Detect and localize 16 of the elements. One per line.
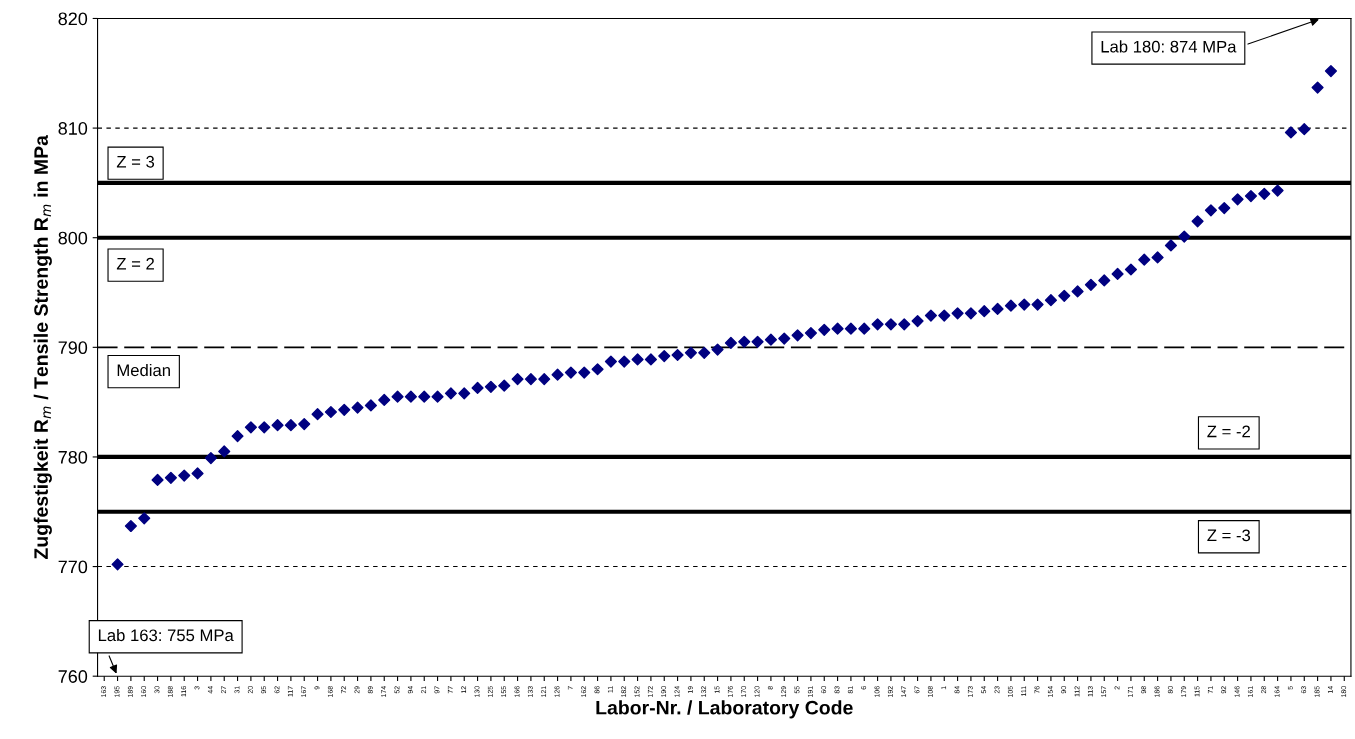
y-tick-label: 770 — [58, 560, 88, 574]
annotation: Median — [117, 363, 170, 377]
x-axis-title: Labor-Nr. / Laboratory Code — [596, 700, 853, 719]
y-tick-label: 780 — [58, 450, 88, 464]
annotation: Lab 163: 755 MPa — [98, 628, 234, 642]
annotation: Z = 3 — [116, 155, 155, 168]
annotation: Z = -2 — [1207, 425, 1250, 438]
annotation: Lab 180: 874 MPa — [1101, 40, 1237, 53]
y-tick-label: 800 — [58, 231, 88, 245]
y-tick-label: 790 — [58, 341, 88, 355]
y-tick-label: 760 — [58, 670, 88, 683]
y-tick-label: 810 — [58, 122, 88, 135]
y-tick-label: 820 — [58, 12, 88, 26]
annotation: Z = 2 — [116, 257, 154, 270]
y-axis-title: Zugfestigkeit R$_{m}$ / Tensile Strength R$_{m}$ in MPa — [33, 135, 52, 559]
annotation: Z = -3 — [1207, 529, 1251, 542]
